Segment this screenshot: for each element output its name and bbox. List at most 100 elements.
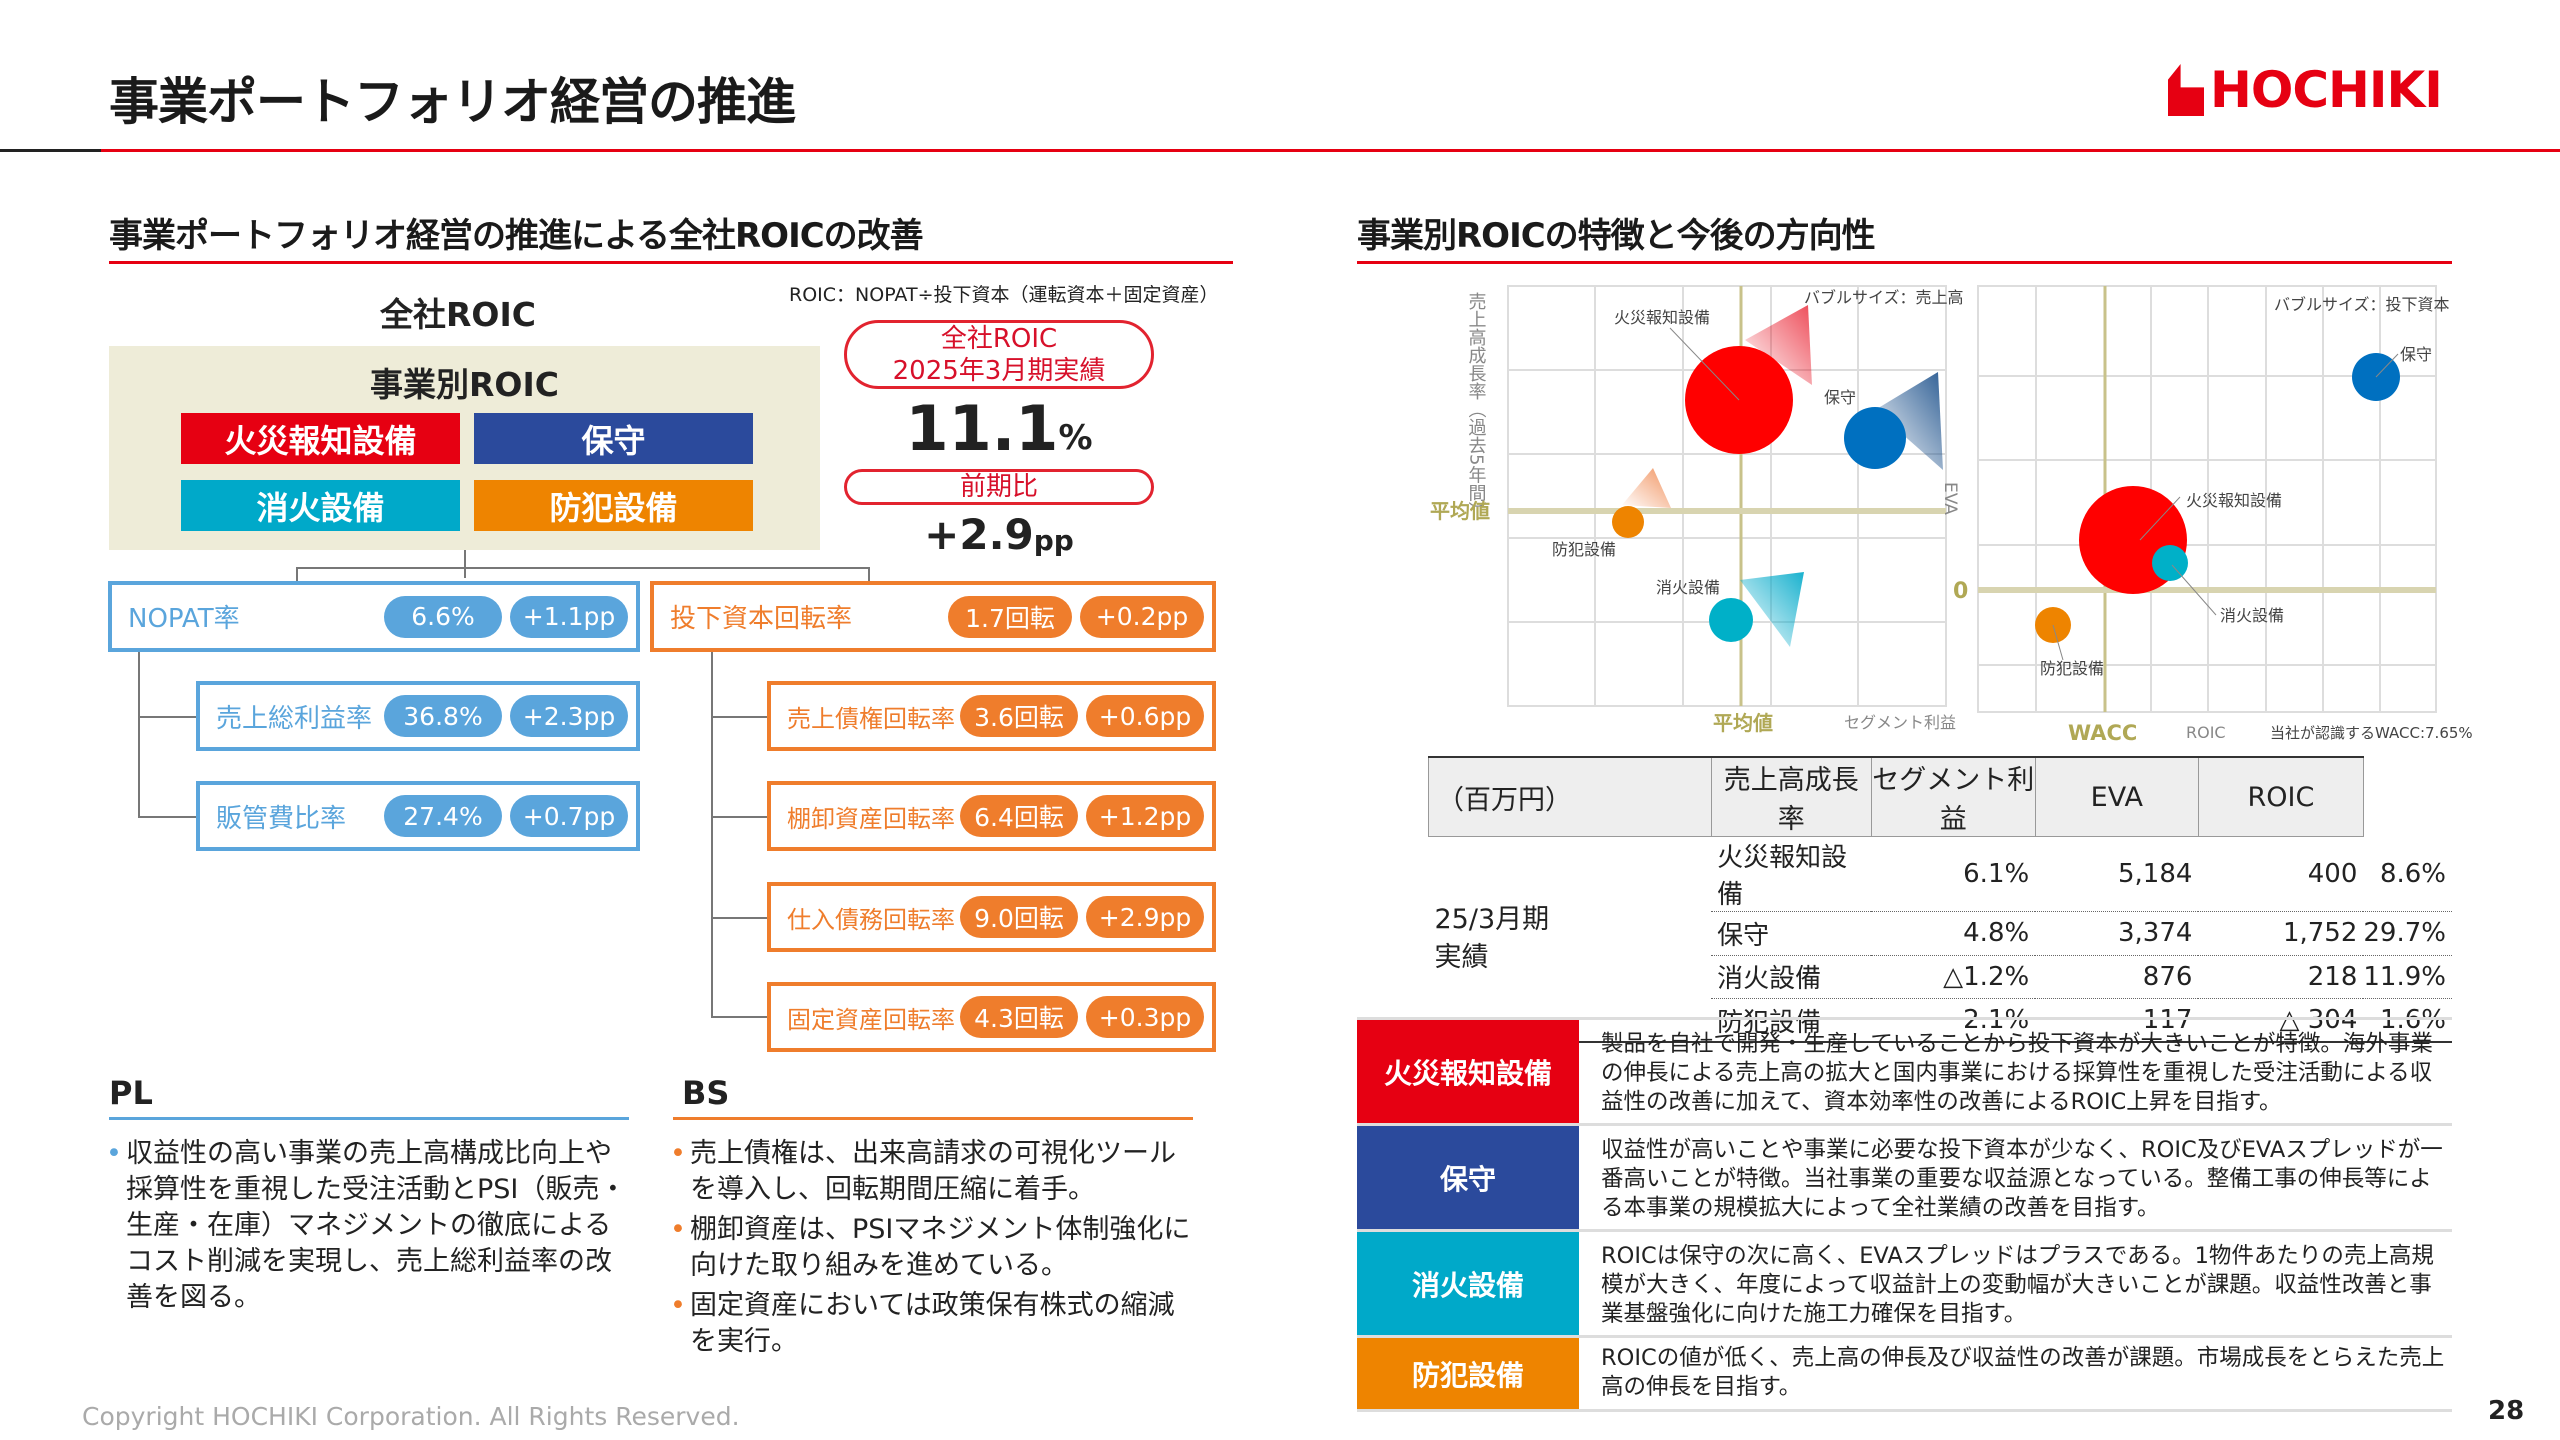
chart1-y-label: 売上高成長率（過去5年間）	[1466, 292, 1487, 520]
payables-turnover-box: 仕入債務回転率 9.0回転 +2.9pp	[767, 882, 1216, 952]
bubble-fire-ext	[1709, 598, 1753, 642]
turnover-box: 投下資本回転率 1.7回転 +0.2pp	[650, 581, 1216, 652]
desc-top-divider	[1357, 1017, 2452, 1020]
yoy-value: +2.9 pp	[844, 510, 1154, 559]
table-row: 防犯設備 2.1% 117 △ 304 1.6%	[1428, 998, 2452, 1043]
chart2-label-fire-alarm: 火災報知設備	[2186, 491, 2282, 510]
desc-row-fire-alarm: 火災報知設備 製品を自社で開発・生産していることから投下資本が大きいことが特徴。…	[1357, 1020, 2452, 1126]
pl-underline	[109, 1117, 629, 1120]
segment-tag-fire-extinguishing: 消火設備	[181, 480, 460, 531]
kpi-change-chip: +0.6pp	[1086, 695, 1204, 737]
result-pill: 全社ROIC 2025年3月期実績	[844, 320, 1154, 389]
table-cell: 117	[2035, 998, 2199, 1043]
table-cell: 3,374	[2035, 911, 2199, 956]
kpi-value-chip: 6.4回転	[960, 795, 1078, 837]
chart2-label-security: 防犯設備	[2040, 659, 2104, 678]
kpi-value-chip: 1.7回転	[948, 595, 1072, 638]
segment-name: 消火設備	[1711, 955, 1872, 999]
kpi-value-chip: 3.6回転	[960, 695, 1078, 737]
chart2-leader-lines	[2052, 353, 2399, 661]
desc-text: ROICの値が低く、売上高の伸長及び収益性の改善が課題。市場成長をとらえた売上高…	[1601, 1345, 2445, 1400]
table-cell: △ 304	[2198, 998, 2364, 1043]
segment-table: （百万円） 売上高成長率 セグメント利益 EVA ROIC 25/3月期 実績 火…	[1428, 756, 2452, 1043]
bs-heading: BS	[682, 1074, 730, 1112]
desc-text: 製品を自社で開発・生産していることから投下資本が大きいことが特徴。海外事業の伸長…	[1601, 1031, 2433, 1115]
table-cell: 2.1%	[1871, 998, 2036, 1043]
bubble-security	[1612, 506, 1644, 538]
fixed-asset-turnover-box: 固定資産回転率 4.3回転 +0.3pp	[767, 982, 1216, 1052]
desc-row-maintenance: 保守 収益性が高いことや事業に必要な投下資本が少なく、ROIC及びEVAスプレッ…	[1357, 1126, 2452, 1232]
left-section-underline	[109, 261, 1233, 264]
roic-number: 11.1	[905, 392, 1059, 465]
chart1-avg-label-y: 平均値	[1430, 499, 1490, 523]
company-roic-label: 全社ROIC	[380, 295, 536, 334]
desc-label: 消火設備	[1357, 1232, 1579, 1335]
table-cell: △1.2%	[1871, 955, 2036, 999]
table-row: 消火設備 △1.2% 876 218 11.9%	[1429, 955, 2452, 999]
page-title: 事業ポートフォリオ経営の推進	[109, 73, 796, 131]
leader-line	[1669, 327, 1740, 401]
desc-label: 火災報知設備	[1357, 1020, 1579, 1123]
table-row: 保守 4.8% 3,374 1,752 29.7%	[1429, 911, 2452, 956]
kpi-change-chip: +1.2pp	[1086, 795, 1204, 837]
table-header: 売上高成長率	[1710, 756, 1872, 837]
kpi-value-chip: 27.4%	[384, 795, 502, 837]
chart2-zero-label: 0	[1953, 579, 1968, 604]
kpi-label: 固定資産回転率	[787, 1005, 955, 1034]
bs-bullet: 売上債権は、出来高請求の可視化ツールを導入し、回転期間圧縮に着手。	[670, 1136, 1200, 1208]
bubble2-fire-ext	[2152, 545, 2188, 581]
kpi-label: 仕入債務回転率	[787, 905, 955, 934]
kpi-change-chip: +0.7pp	[510, 795, 628, 837]
table-cell: 5,184	[2035, 836, 2199, 912]
kpi-label: 投下資本回転率	[670, 604, 853, 634]
chart2-wacc-label: WACC	[2068, 721, 2137, 745]
inventory-turnover-box: 棚卸資産回転率 6.4回転 +1.2pp	[767, 781, 1216, 851]
tree-connector	[296, 567, 298, 581]
tree-connector	[711, 816, 767, 818]
trend-arrow-fire-ext	[1740, 572, 1804, 647]
kpi-value-chip: 6.6%	[384, 595, 502, 638]
kpi-value-chip: 36.8%	[384, 695, 502, 737]
chart2-label-maintenance: 保守	[2400, 345, 2432, 364]
tree-connector	[138, 816, 196, 818]
left-section-heading: 事業ポートフォリオ経営の推進による全社ROICの改善	[109, 216, 924, 256]
chart1-label-fire-alarm: 火災報知設備	[1614, 308, 1710, 327]
kpi-change-chip: +1.1pp	[510, 595, 628, 638]
trend-arrow-maintenance	[1875, 372, 1943, 470]
tree-connector	[711, 716, 767, 718]
tree-connector	[711, 1016, 767, 1018]
tree-connector	[711, 652, 713, 1018]
roic-value: 11.1%	[844, 392, 1154, 465]
segment-tag-fire-alarm: 火災報知設備	[181, 413, 460, 464]
segment-roic-title: 事業別ROIC	[370, 365, 559, 404]
table-header: （百万円）	[1428, 756, 1712, 837]
kpi-change-chip: +0.3pp	[1086, 996, 1204, 1038]
table-cell: 400	[2198, 836, 2364, 912]
sga-ratio-box: 販管費比率 27.4% +0.7pp	[196, 781, 640, 851]
table-cell: 11.9%	[2363, 955, 2452, 999]
kpi-label: 販管費比率	[216, 803, 347, 834]
chart1-label-security: 防犯設備	[1552, 540, 1616, 559]
trend-arrow-security	[1622, 468, 1671, 508]
bs-underline	[673, 1117, 1193, 1120]
table-header-row: （百万円） 売上高成長率 セグメント利益 EVA ROIC	[1428, 756, 2453, 837]
kpi-change-chip: +2.3pp	[510, 695, 628, 737]
desc-label: 保守	[1357, 1126, 1579, 1229]
desc-text: 収益性が高いことや事業に必要な投下資本が少なく、ROIC及びEVAスプレッドが一…	[1601, 1137, 2443, 1221]
segment-tag-maintenance: 保守	[474, 413, 753, 464]
trend-arrow-fire-alarm	[1745, 305, 1812, 385]
table-cell: 6.1%	[1871, 836, 2036, 912]
table-header: セグメント利益	[1870, 756, 2036, 837]
tree-connector	[138, 716, 196, 718]
chart1-label-maintenance: 保守	[1824, 388, 1856, 407]
page-number: 28	[2488, 1396, 2525, 1426]
table-cell: 218	[2198, 955, 2364, 999]
yoy-pill: 前期比	[844, 469, 1154, 505]
chart1-eva-label: EVA	[1940, 482, 1960, 515]
tree-connector	[296, 567, 870, 569]
period-cell: 25/3月期 実績	[1428, 836, 1712, 1043]
table-cell: 29.7%	[2363, 911, 2452, 956]
table-cell: 1,752	[2198, 911, 2364, 956]
yoy-unit: pp	[1033, 524, 1074, 557]
result-pill-line1: 全社ROIC	[940, 323, 1058, 354]
